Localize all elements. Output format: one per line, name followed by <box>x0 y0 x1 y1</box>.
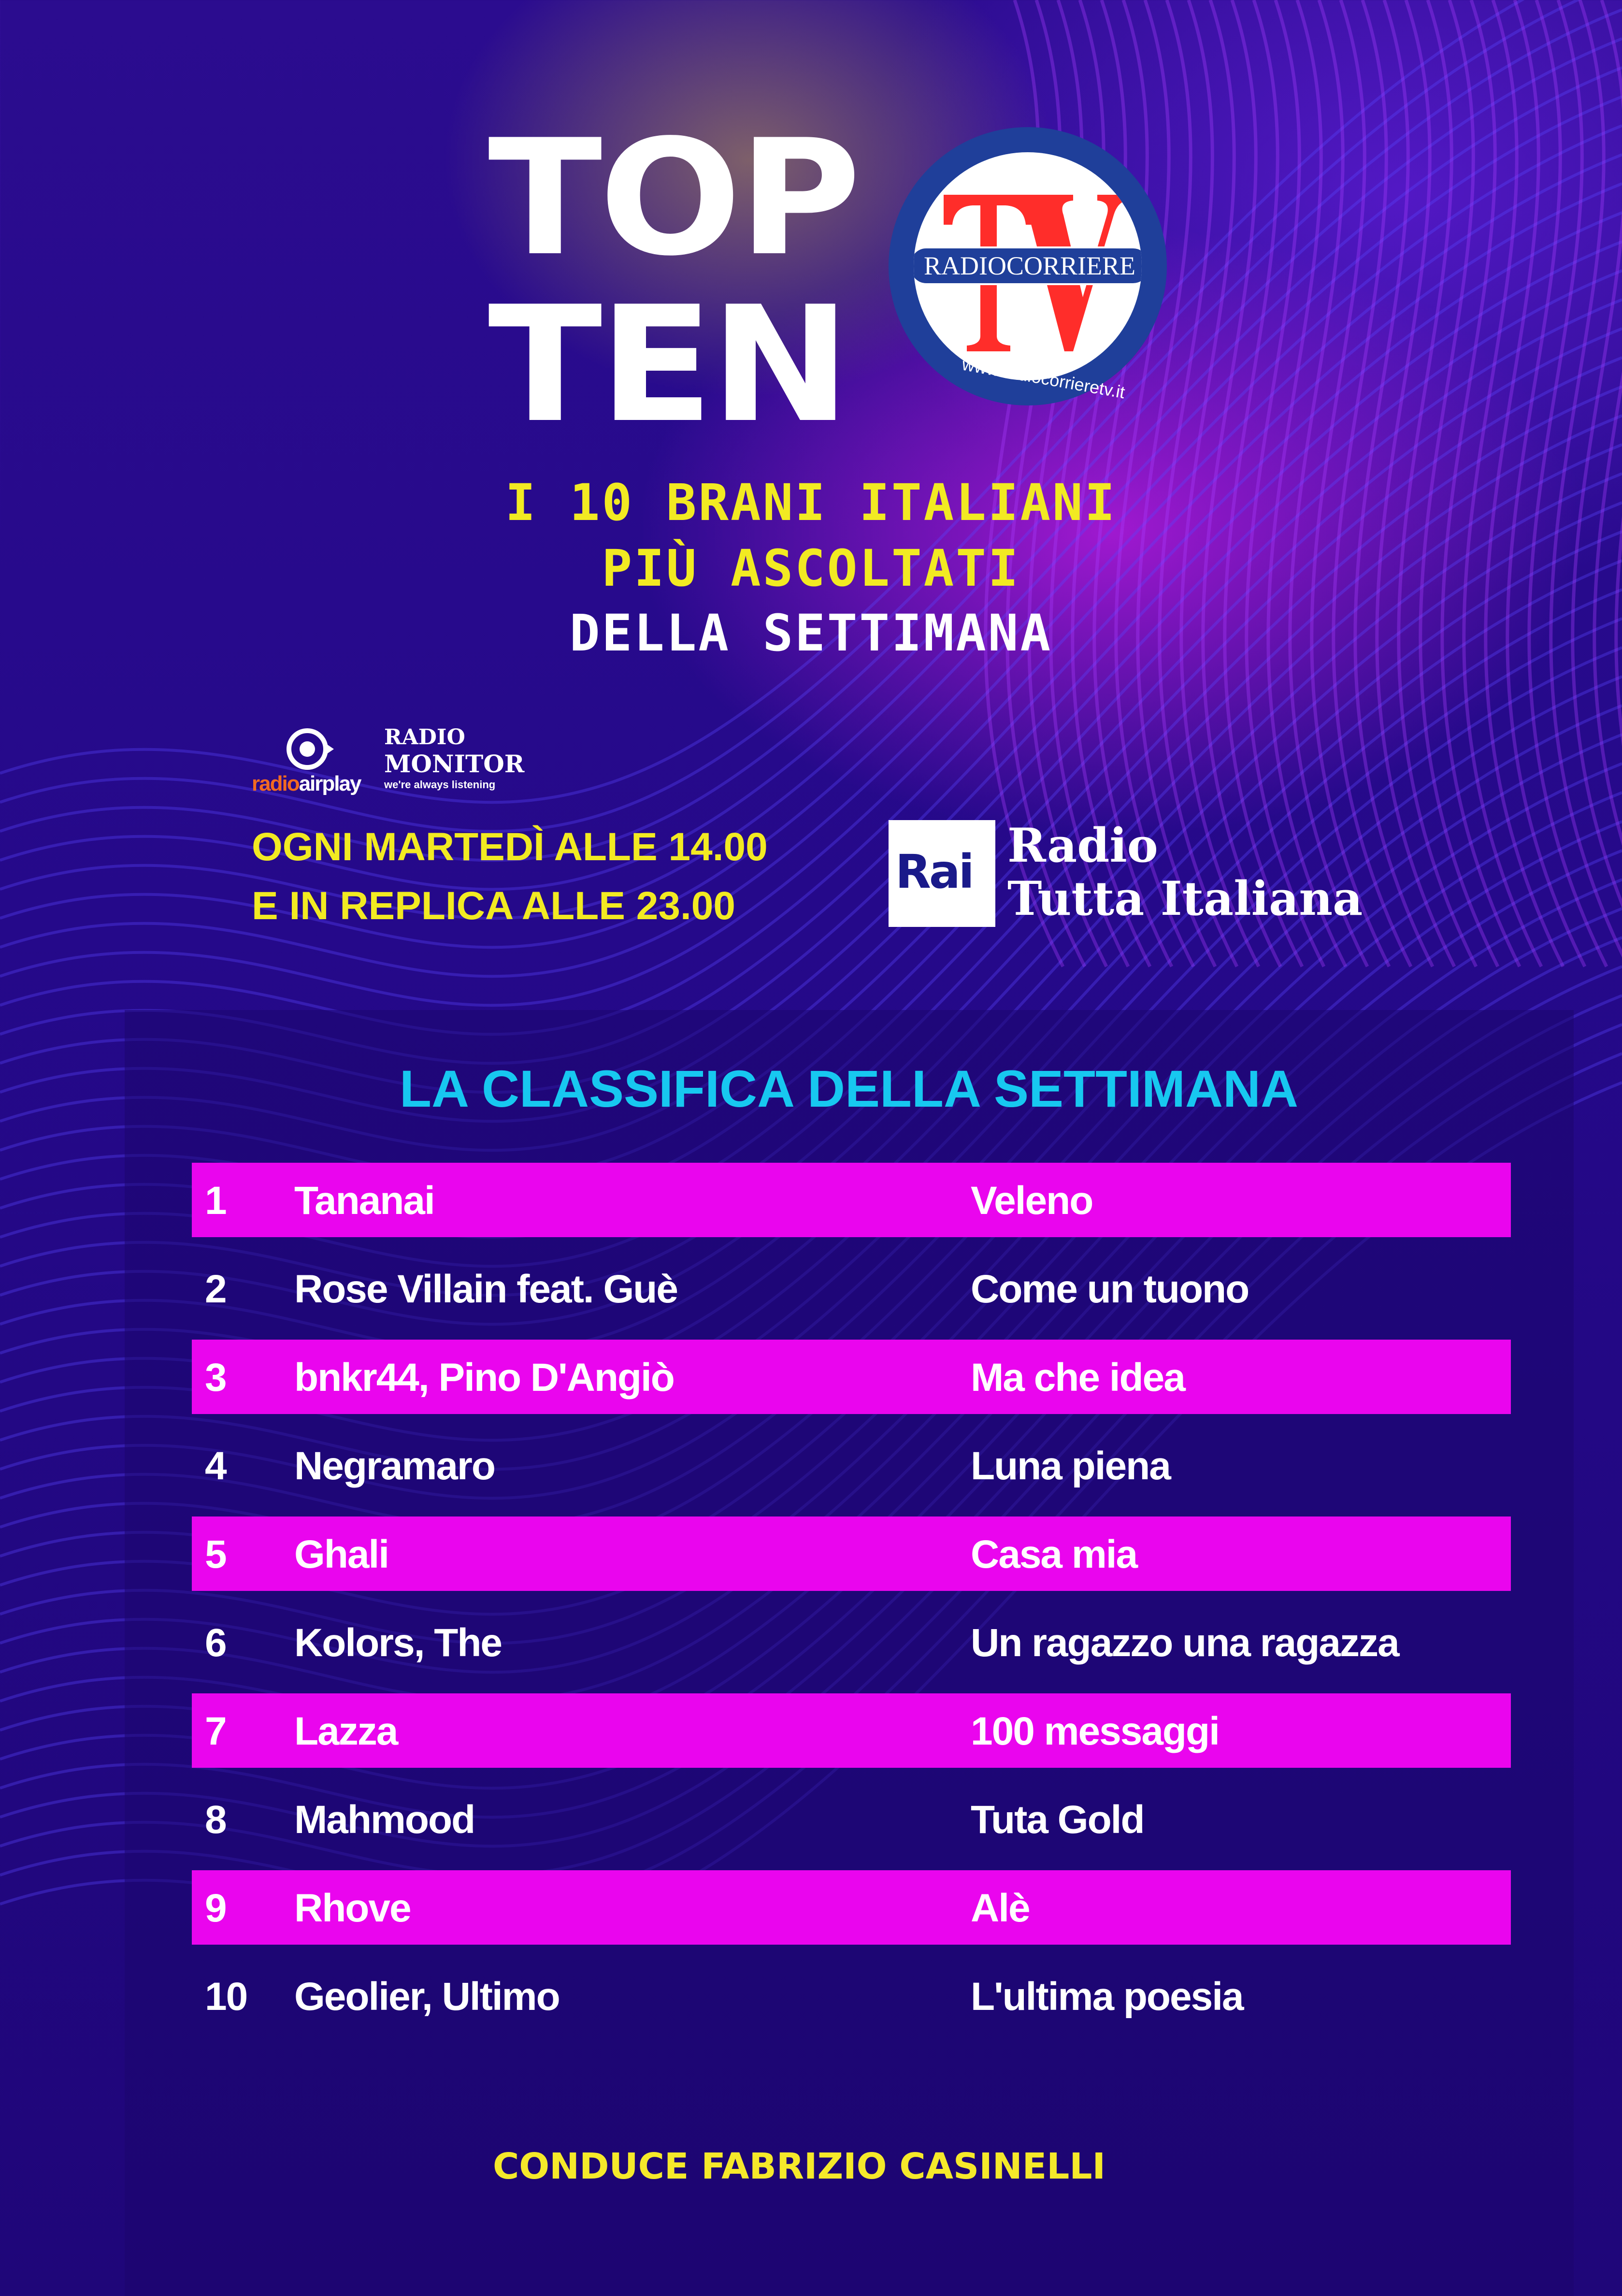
logo-band: RADIOCORRIERE <box>914 246 1142 285</box>
chart-heading: LA CLASSIFICA DELLA SETTIMANA <box>400 1059 1298 1118</box>
song-title: Alè <box>971 1886 1031 1930</box>
host-credit: CONDUCE FABRIZIO CASINELLI <box>492 2146 1106 2187</box>
radio-monitor-logo: RADIO MONITOR we're always listening <box>384 725 529 802</box>
artist: Rhove <box>294 1886 412 1930</box>
subtitle-line2: PIÙ ASCOLTATI <box>602 539 1020 598</box>
title-top: TOP <box>488 105 861 291</box>
table-row: 6 Kolors, The Un ragazzo una ragazza <box>192 1605 1511 1679</box>
song-title: L'ultima poesia <box>971 1975 1244 2019</box>
song-title: 100 messaggi <box>971 1709 1220 1753</box>
song-title: Ma che idea <box>971 1356 1186 1400</box>
subtitle-line3: DELLA SETTIMANA <box>569 604 1053 663</box>
rank: 6 <box>205 1621 227 1665</box>
monitor-word-radio: RADIO <box>384 725 465 750</box>
table-row: 1 Tananai Veleno <box>192 1163 1511 1237</box>
rank: 3 <box>205 1356 227 1400</box>
radiocorriere-tv-logo: RADIOCORRIERE www.radiocorrieretv.it <box>889 127 1167 405</box>
monitor-word-monitor: MONITOR <box>384 750 525 778</box>
table-row: 4 Negramaro Luna piena <box>192 1428 1511 1502</box>
schedule-line1: OGNI MARTEDÌ ALLE 14.00 <box>252 825 768 869</box>
rank: 7 <box>205 1709 227 1753</box>
table-row: 3 bnkr44, Pino D'Angiò Ma che idea <box>192 1340 1511 1414</box>
rank: 4 <box>205 1444 227 1488</box>
rai-logo-text: Rai <box>895 845 975 899</box>
rai-radio-label: Radio <box>1007 818 1158 873</box>
song-title: Luna piena <box>971 1444 1171 1488</box>
artist: Tananai <box>294 1179 435 1223</box>
radio-airplay-logo: radioairplay <box>252 727 370 800</box>
artist: bnkr44, Pino D'Angiò <box>294 1356 675 1400</box>
monitor-tagline: we're always listening <box>384 779 496 791</box>
table-row: 2 Rose Villain feat. Guè Come un tuono <box>192 1251 1511 1326</box>
rank: 9 <box>205 1886 227 1930</box>
rank: 10 <box>205 1975 248 2019</box>
table-row: 10 Geolier, Ultimo L'ultima poesia <box>192 1959 1511 2033</box>
artist: Negramaro <box>294 1444 496 1488</box>
song-title: Un ragazzo una ragazza <box>971 1621 1400 1665</box>
table-row: 8 Mahmood Tuta Gold <box>192 1782 1511 1856</box>
artist: Geolier, Ultimo <box>294 1975 560 2019</box>
artist: Ghali <box>294 1532 389 1576</box>
rank: 2 <box>205 1267 227 1311</box>
rai-tutta-italiana-label: Tutta Italiana <box>1007 871 1363 926</box>
table-row: 9 Rhove Alè <box>192 1870 1511 1945</box>
airplay-word-radio: radio <box>252 772 300 795</box>
song-title: Casa mia <box>971 1532 1138 1576</box>
schedule-line2: E IN REPLICA ALLE 23.00 <box>252 884 735 928</box>
airplay-word-airplay: airplay <box>299 772 362 795</box>
song-title: Veleno <box>971 1179 1093 1223</box>
table-row: 5 Ghali Casa mia <box>192 1516 1511 1591</box>
song-title: Tuta Gold <box>971 1798 1145 1842</box>
rai-logo: Rai <box>889 820 995 927</box>
subtitle-line1: I 10 BRANI ITALIANI <box>505 473 1117 532</box>
table-row: 7 Lazza 100 messaggi <box>192 1693 1511 1768</box>
airplay-icon <box>287 728 334 770</box>
rank: 5 <box>205 1532 227 1576</box>
title-ten: TEN <box>488 272 850 458</box>
song-title: Come un tuono <box>971 1267 1249 1311</box>
artist: Mahmood <box>294 1798 475 1842</box>
artist: Kolors, The <box>294 1621 502 1665</box>
artist: Lazza <box>294 1709 398 1753</box>
rank: 1 <box>205 1179 227 1223</box>
artist: Rose Villain feat. Guè <box>294 1267 678 1311</box>
rank: 8 <box>205 1798 227 1842</box>
